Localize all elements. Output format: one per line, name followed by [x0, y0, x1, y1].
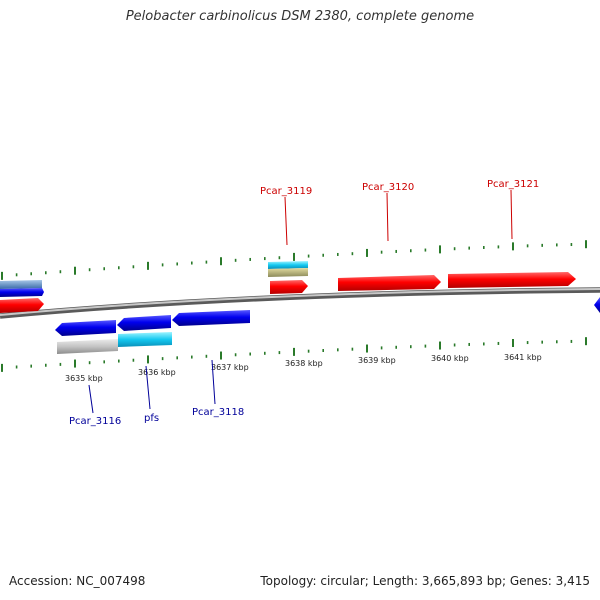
topology-text: Topology: circular; Length: 3,665,893 bp…	[260, 574, 590, 588]
ruler-label: 3637 kbp	[211, 363, 249, 372]
gene-arrow-edge-blue	[0, 288, 44, 297]
gene-label-pcar-3120[interactable]: Pcar_3120	[362, 182, 414, 193]
gene-arrow-edge-steel	[0, 280, 42, 289]
gene-arrow-right-edge	[594, 297, 600, 313]
ruler-label: 3636 kbp	[138, 368, 176, 377]
gene-leader-line	[386, 192, 389, 242]
gene-leader-line	[284, 196, 288, 246]
gene-arrow-reverse-1	[55, 320, 116, 336]
genome-backbone	[0, 287, 600, 319]
gene-arrow-small-red	[270, 280, 308, 294]
ruler-label: 3639 kbp	[358, 356, 396, 365]
gene-label-pfs[interactable]: pfs	[144, 413, 159, 424]
gene-leader-line	[88, 384, 94, 414]
gene-arrow-pcar-3120	[338, 275, 441, 291]
gene-label-pcar-3119[interactable]: Pcar_3119	[260, 186, 312, 197]
gene-arrow-pcar-3121	[448, 272, 576, 288]
gene-label-pcar-3121[interactable]: Pcar_3121	[487, 179, 539, 190]
gene-arrow-edge-red	[0, 298, 44, 313]
genome-backbone-highlight	[0, 288, 600, 316]
gene-arrow-reverse-2	[117, 315, 171, 331]
feature-cyan-lower	[118, 332, 172, 347]
ruler-label: 3638 kbp	[285, 359, 323, 368]
gene-arrow-reverse-3	[172, 310, 250, 326]
ruler-label: 3641 kbp	[504, 353, 542, 362]
upper-tick-track	[1, 240, 587, 280]
ruler-label: 3640 kbp	[431, 354, 469, 363]
feature-cyan-upper	[268, 261, 308, 269]
lower-tick-track	[1, 337, 587, 372]
gene-label-pcar-3118[interactable]: Pcar_3118	[192, 407, 244, 418]
gene-leader-line	[211, 359, 216, 405]
gene-label-pcar-3116[interactable]: Pcar_3116	[69, 416, 121, 427]
feature-gray-lower	[57, 339, 118, 354]
accession-text: Accession: NC_007498	[9, 574, 146, 588]
gene-leader-line	[510, 189, 513, 240]
map-title: Pelobacter carbinolicus DSM 2380, comple…	[125, 9, 475, 24]
gene-leader-line	[145, 365, 151, 410]
ruler-label: 3635 kbp	[65, 374, 103, 383]
feature-olive-upper	[268, 268, 308, 277]
